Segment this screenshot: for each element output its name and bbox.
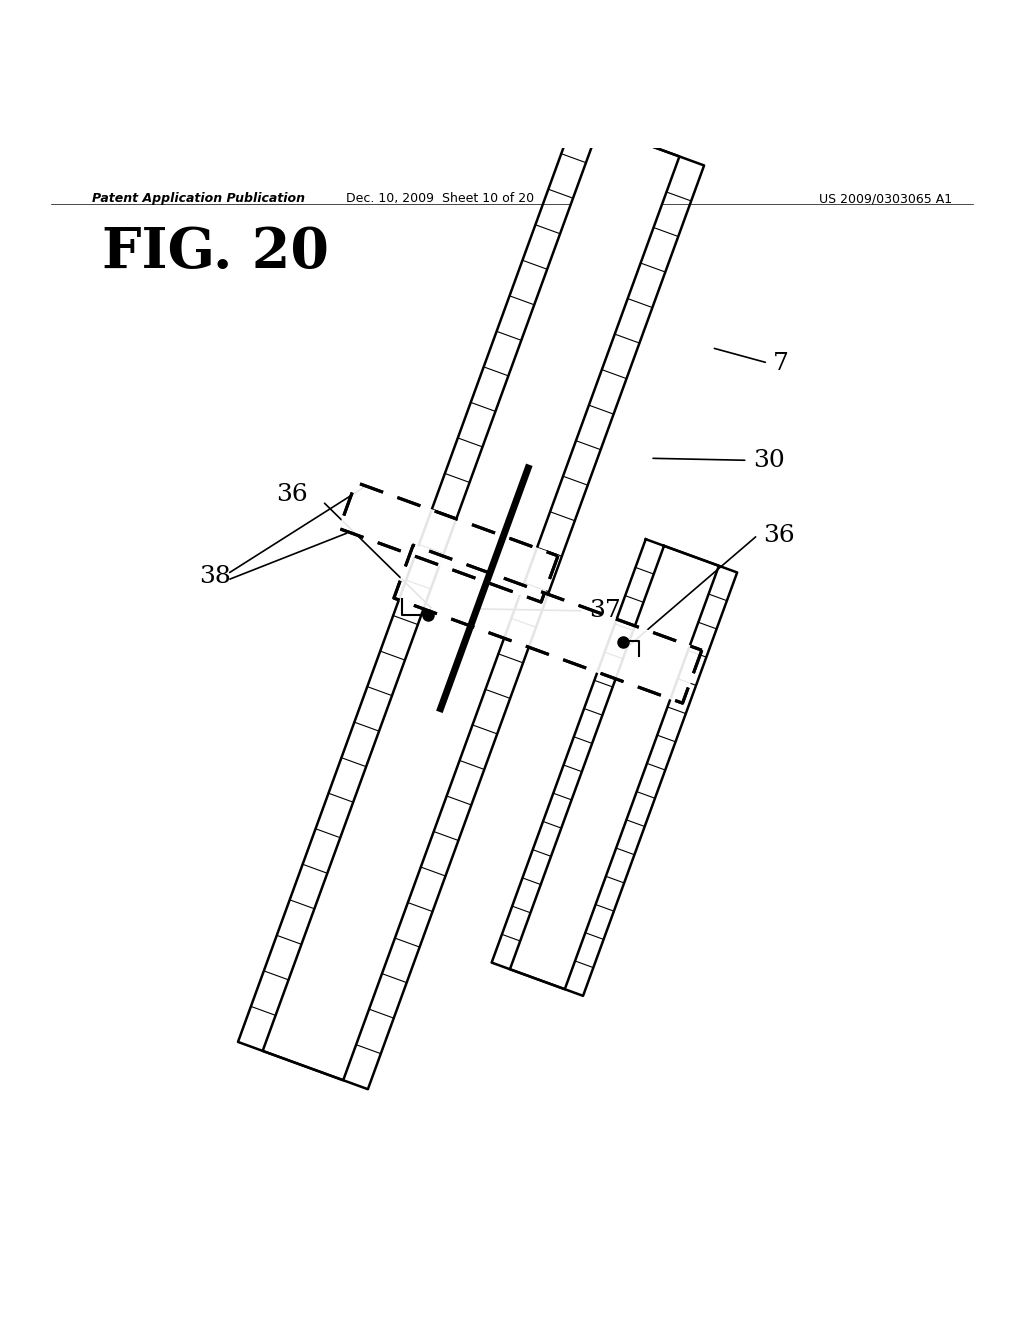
Text: Patent Application Publication: Patent Application Publication bbox=[92, 191, 305, 205]
Text: FIG. 20: FIG. 20 bbox=[102, 224, 330, 280]
Text: 30: 30 bbox=[753, 449, 784, 471]
Text: US 2009/0303065 A1: US 2009/0303065 A1 bbox=[819, 191, 952, 205]
Polygon shape bbox=[394, 545, 701, 704]
Text: Dec. 10, 2009  Sheet 10 of 20: Dec. 10, 2009 Sheet 10 of 20 bbox=[346, 191, 535, 205]
Text: 36: 36 bbox=[763, 524, 795, 546]
Polygon shape bbox=[339, 482, 558, 602]
Polygon shape bbox=[510, 546, 719, 989]
Text: 7: 7 bbox=[773, 351, 790, 375]
Text: 37: 37 bbox=[589, 599, 621, 622]
Text: 38: 38 bbox=[199, 565, 230, 587]
Polygon shape bbox=[263, 127, 679, 1080]
Text: 36: 36 bbox=[276, 483, 308, 506]
